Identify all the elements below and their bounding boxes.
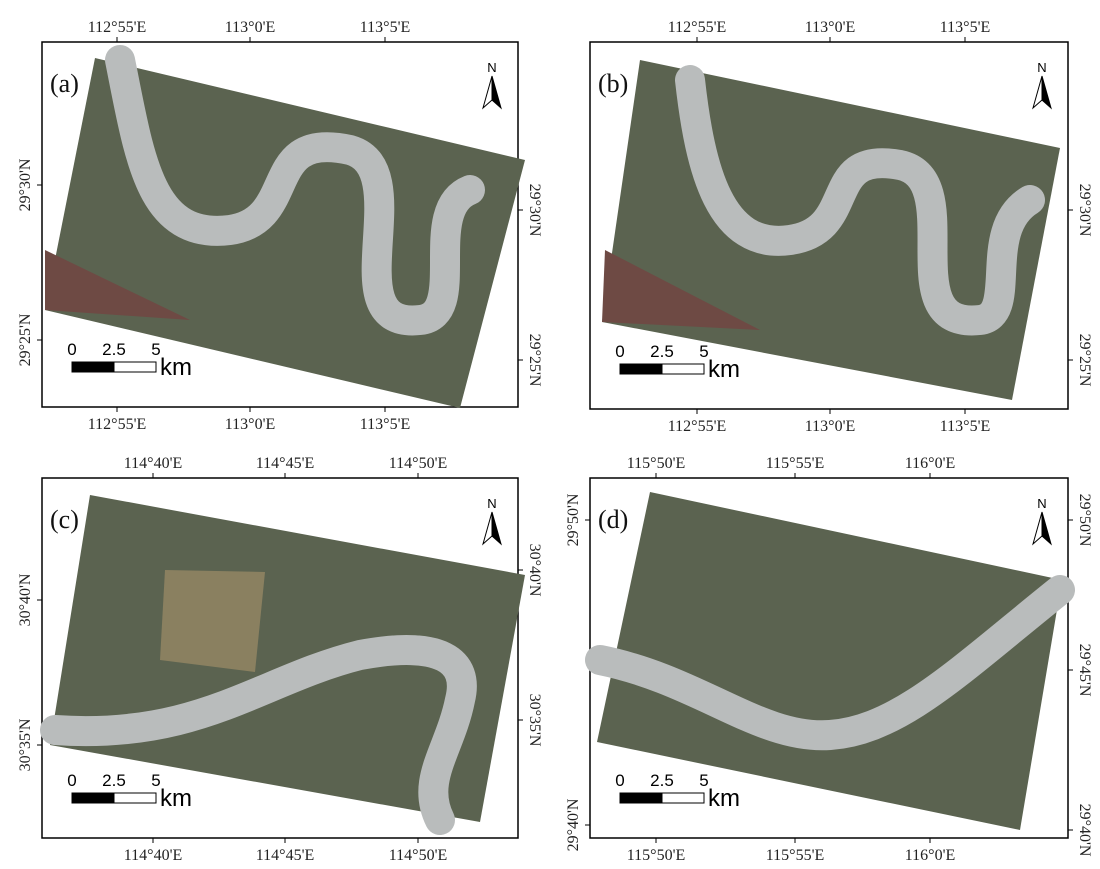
scale-label: 2.5 [650,342,674,361]
north-label: N [487,496,496,511]
panel-label: (d) [598,505,628,534]
scale-label: 0 [615,342,624,361]
tick-label: 113°0'E [805,418,855,435]
tick-label: 114°40'E [124,455,182,472]
tick-label: 29°30'N [526,184,543,237]
tick-label: 112°55'E [88,416,146,433]
scale-bar-black [72,362,114,372]
scale-bar-black [620,793,662,803]
tick-label: 115°55'E [766,847,824,864]
tick-label: 113°5'E [940,418,990,435]
scale-label: 2.5 [102,340,126,359]
scale-unit: km [708,785,740,812]
tick-label: 29°30'N [1076,184,1093,237]
tick-label: 29°40'N [1076,804,1093,857]
scale-bar-black [620,364,662,374]
scale-label: 2.5 [102,771,126,790]
scale-bar-white [662,793,704,803]
tick-label: 116°0'E [905,847,955,864]
tick-label: 113°0'E [805,19,855,36]
tick-label: 30°35'N [526,694,543,747]
lake-area [160,570,265,672]
tick-label: 29°30'N [17,158,34,211]
scale-bar-white [114,362,156,372]
tick-label: 29°40'N [565,798,582,851]
tick-label: 112°55'E [88,19,146,36]
scale-label: 0 [67,340,76,359]
panel-label: (a) [50,69,79,98]
tick-label: 113°0'E [225,19,275,36]
panel-label: (c) [50,505,79,534]
tick-label: 30°40'N [526,544,543,597]
scale-unit: km [160,785,192,812]
tick-label: 116°0'E [905,455,955,472]
tick-label: 29°25'N [526,334,543,387]
scale-label: 0 [615,771,624,790]
scale-label: 0 [67,771,76,790]
scale-unit: km [160,354,192,381]
tick-label: 113°5'E [360,19,410,36]
tick-label: 115°50'E [627,847,685,864]
tick-label: 29°45'N [1076,644,1093,697]
tick-label: 114°50'E [389,847,447,864]
tick-label: 29°25'N [17,313,34,366]
tick-label: 113°0'E [225,416,275,433]
tick-label: 29°25'N [1076,334,1093,387]
figure: (a)N02.55km112°55'E113°0'E113°5'E112°55'… [0,0,1100,869]
north-label: N [487,60,496,75]
tick-label: 29°50'N [1076,494,1093,547]
tick-label: 114°50'E [389,455,447,472]
tick-label: 115°50'E [627,455,685,472]
tick-label: 30°35'N [17,718,34,771]
tick-label: 29°50'N [565,493,582,546]
tick-label: 112°55'E [668,418,726,435]
scale-unit: km [708,356,740,383]
scale-bar-black [72,793,114,803]
tick-label: 114°45'E [256,455,314,472]
tick-label: 112°55'E [668,19,726,36]
tick-label: 114°45'E [256,847,314,864]
scale-bar-white [662,364,704,374]
tick-label: 114°40'E [124,847,182,864]
tick-label: 115°55'E [766,455,824,472]
panel-label: (b) [598,69,628,98]
tick-label: 113°5'E [940,19,990,36]
scale-label: 2.5 [650,771,674,790]
tick-label: 113°5'E [360,416,410,433]
north-label: N [1037,496,1046,511]
tick-label: 30°40'N [17,573,34,626]
scale-bar-white [114,793,156,803]
north-label: N [1037,60,1046,75]
